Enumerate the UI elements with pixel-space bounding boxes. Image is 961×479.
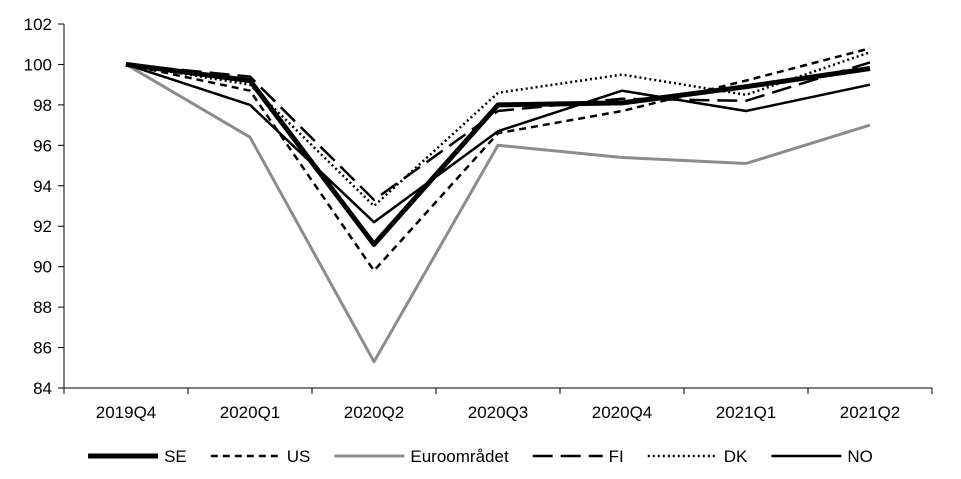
y-tick-label: 100 — [24, 55, 52, 74]
x-tick-label: 2020Q4 — [592, 403, 653, 422]
y-tick-label: 98 — [33, 96, 52, 115]
series-line-euroområdet — [125, 63, 871, 364]
legend: SE US Euroområdet FI DK NO — [88, 447, 873, 466]
y-tick-label: 86 — [33, 339, 52, 358]
legend-label-euroområdet: Euroområdet — [410, 447, 509, 466]
x-tick-label: 2020Q1 — [220, 403, 281, 422]
series-line-se — [125, 61, 871, 247]
y-tick-label: 94 — [33, 177, 52, 196]
axes — [63, 24, 932, 389]
y-tick-label: 102 — [24, 15, 52, 34]
y-tick-label: 84 — [33, 379, 52, 398]
y-tick-label: 92 — [33, 217, 52, 236]
series-line-no — [125, 63, 871, 224]
series-layer — [125, 47, 871, 364]
legend-label-se: SE — [164, 447, 187, 466]
series-line-us — [125, 47, 871, 272]
x-axis-ticks: 2019Q4 2020Q1 2020Q2 2020Q3 2020Q4 2021Q1 2021… — [63, 388, 933, 422]
x-tick-label: 2020Q3 — [468, 403, 529, 422]
y-tick-label: 96 — [33, 136, 52, 155]
legend-label-dk: DK — [724, 447, 748, 466]
legend-label-us: US — [287, 447, 311, 466]
legend-label-fi: FI — [609, 447, 624, 466]
legend-label-no: NO — [847, 447, 873, 466]
y-tick-label: 88 — [33, 298, 52, 317]
y-axis-ticks: 84 86 88 90 92 94 96 98 100 102 — [24, 15, 64, 398]
x-tick-label: 2020Q2 — [344, 403, 405, 422]
x-tick-label: 2019Q4 — [96, 403, 157, 422]
x-tick-label: 2021Q1 — [716, 403, 777, 422]
y-tick-label: 90 — [33, 258, 52, 277]
x-tick-label: 2021Q2 — [840, 403, 901, 422]
series-line-fi — [125, 61, 871, 202]
